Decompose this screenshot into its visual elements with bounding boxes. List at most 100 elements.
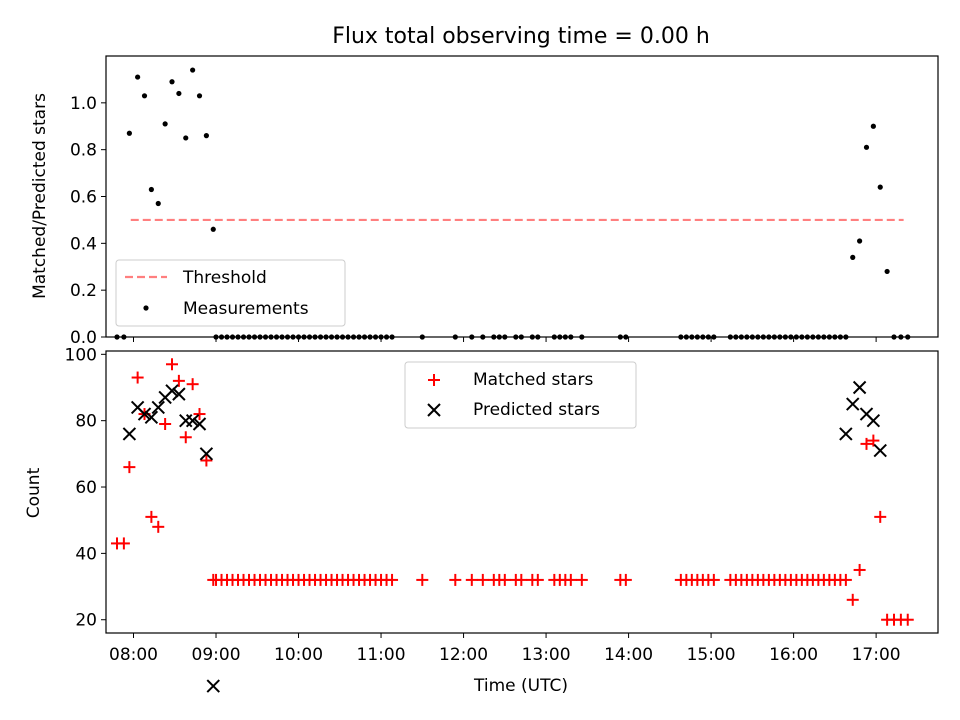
measurement-point	[155, 200, 161, 207]
top-legend: Threshold Measurements	[115, 259, 346, 327]
matched-star-point	[707, 573, 720, 586]
predicted-star-point	[846, 397, 860, 411]
matched-star-point	[449, 573, 462, 586]
measurement-point	[857, 238, 863, 244]
predicted-star-point	[839, 427, 853, 441]
predicted-star-point	[185, 413, 200, 428]
measurement-point	[210, 226, 216, 232]
bottom-y-tick-label: 100	[65, 345, 97, 365]
x-tick-label: 14:00	[604, 645, 653, 665]
predicted-star-point	[151, 400, 165, 415]
matched-star-point	[498, 573, 511, 586]
matched-star-point	[564, 573, 577, 586]
predicted-star-point	[122, 427, 137, 441]
matched-star-point	[860, 437, 873, 450]
legend-measurements-swatch	[143, 305, 149, 311]
x-tick-label: 13:00	[522, 645, 571, 665]
chart-title: Flux total observing time = 0.00 h	[332, 24, 710, 49]
top-y-tick-label: 0.2	[70, 281, 97, 301]
matched-star-point	[186, 378, 199, 391]
matched-star-point	[145, 510, 158, 523]
predicted-star-point	[179, 413, 193, 428]
matched-star-point	[531, 573, 544, 586]
matched-star-point	[839, 573, 852, 586]
measurement-point	[141, 93, 148, 99]
matched-star-point	[619, 573, 632, 586]
x-tick-label: 17:00	[852, 645, 901, 665]
matched-star-point	[117, 537, 130, 550]
top-y-tick-label: 0.8	[70, 141, 97, 161]
predicted-star-point	[165, 384, 179, 398]
bottom-y-tick-label: 40	[75, 544, 97, 564]
legend-matched-swatch	[428, 374, 440, 386]
top-y-tick-label: 1.0	[70, 94, 97, 114]
measurement-point	[190, 67, 196, 73]
top-y-axis-label: Matched/Predicted stars	[30, 93, 50, 299]
measurement-point	[863, 144, 870, 150]
matched-star-point	[515, 573, 528, 586]
bottom-y-tick-label: 20	[75, 611, 97, 631]
matched-star-point	[152, 520, 165, 533]
bottom-legend-box	[404, 361, 637, 429]
matched-star-point	[159, 417, 172, 430]
legend-threshold-label: Threshold	[182, 268, 267, 288]
legend-matched-label: Matched stars	[473, 370, 593, 390]
matched-star-point	[846, 593, 859, 606]
measurement-point	[203, 133, 209, 139]
measurement-point	[176, 90, 182, 97]
predicted-star-point	[206, 679, 220, 693]
top-y-tick-label: 0.4	[70, 234, 97, 254]
top-legend-box	[115, 259, 346, 327]
matched-star-point	[172, 374, 185, 387]
top-panel: Flux total observing time = 0.00 h Match…	[30, 24, 939, 348]
top-y-tick-label: 0.6	[70, 188, 97, 208]
predicted-star-point	[144, 410, 159, 425]
bottom-panel: Count Time (UTC) 20 40 60 80 100 08:00 09:00 10…	[24, 345, 939, 696]
x-axis-label: Time (UTC)	[473, 676, 568, 696]
measurement-point	[135, 74, 141, 80]
bottom-plot-area: 20 40 60 80 100 08:00 09:00 10:00 11:00 12:00 13:0…	[65, 345, 914, 693]
matched-star-point	[200, 454, 213, 467]
matched-star-point	[901, 613, 914, 626]
x-tick-label: 12:00	[439, 645, 488, 665]
x-tick-label: 08:00	[109, 645, 158, 665]
measurement-point	[850, 254, 856, 260]
matched-star-point	[123, 461, 136, 474]
measurement-point	[877, 184, 883, 190]
top-plot-frame	[105, 55, 939, 338]
measurement-point	[169, 79, 175, 85]
x-tick-label: 15:00	[687, 645, 736, 665]
measurement-point	[196, 93, 203, 99]
matched-star-point	[853, 563, 866, 576]
matched-star-point	[166, 358, 179, 371]
measurement-point	[126, 130, 132, 136]
predicted-star-point	[137, 407, 152, 421]
bottom-legend: Matched stars Predicted stars	[404, 361, 637, 429]
matched-star-point	[465, 573, 478, 586]
matched-star-point	[179, 431, 192, 444]
predicted-star-point	[172, 387, 186, 401]
bottom-y-tick-label: 60	[75, 478, 97, 498]
predicted-star-point	[852, 380, 867, 395]
x-tick-label: 10:00	[274, 645, 323, 665]
bottom-y-tick-label: 80	[75, 412, 97, 432]
matched-star-point	[476, 573, 489, 586]
matched-star-point	[193, 408, 206, 421]
x-tick-label: 09:00	[192, 645, 241, 665]
predicted-star-point	[192, 417, 207, 431]
bottom-y-axis-label: Count	[24, 467, 44, 518]
measurement-point	[884, 268, 890, 275]
predicted-star-point	[873, 443, 887, 458]
predicted-star-point	[199, 447, 214, 461]
matched-star-point	[867, 434, 880, 447]
matched-star-point	[416, 573, 429, 586]
predicted-star-point	[866, 413, 881, 428]
x-tick-label: 11:00	[357, 645, 406, 665]
x-tick-label: 16:00	[769, 645, 818, 665]
measurement-point	[162, 121, 168, 127]
legend-measurements-label: Measurements	[183, 299, 309, 319]
legend-predicted-swatch	[427, 403, 441, 417]
top-y-tick-label: 0.0	[70, 328, 97, 348]
matched-star-point	[874, 510, 887, 523]
